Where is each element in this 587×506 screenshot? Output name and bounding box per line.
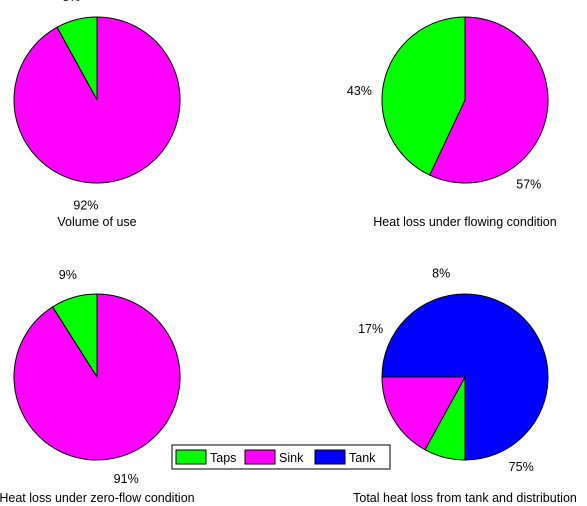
- legend-swatch-sink: [244, 449, 276, 465]
- slice-label: 8%: [432, 267, 450, 281]
- slice-label: 17%: [358, 322, 383, 336]
- pie-title: Volume of use: [57, 215, 136, 229]
- legend-label-taps: Taps: [210, 451, 236, 465]
- pie-slice-sink: [13, 293, 181, 461]
- legend-label-tank: Tank: [349, 451, 376, 465]
- slice-label: 75%: [509, 460, 534, 474]
- pie-chart-4: 8% 17% 75% Total heat loss from tank and di…: [353, 267, 577, 505]
- slice-label: 8%: [62, 0, 80, 4]
- pie-slice-taps: [381, 16, 466, 176]
- slice-label: 9%: [59, 268, 77, 282]
- legend-label-sink: Sink: [279, 451, 304, 465]
- pie-slice-tank: [381, 293, 549, 461]
- slice-label: 57%: [516, 178, 541, 192]
- pie-title: Heat loss under zero-flow condition: [0, 491, 195, 505]
- legend-swatch-tank: [314, 449, 346, 465]
- pie-title: Total heat loss from tank and distributi…: [353, 491, 577, 505]
- slice-label: 92%: [73, 198, 98, 212]
- slice-label: 43%: [347, 84, 372, 98]
- pie-slice-sink: [13, 16, 181, 184]
- slice-label: 91%: [114, 472, 139, 486]
- pie-chart-1: 8% 92% Volume of use: [13, 0, 181, 229]
- legend-swatch-taps: [175, 449, 207, 465]
- legend: Taps Sink Tank: [171, 444, 391, 470]
- pie-slice-sink: [428, 16, 549, 184]
- legend-box: [171, 444, 391, 470]
- pie-title: Heat loss under flowing condition: [373, 215, 556, 229]
- pie-chart-3: 9% 91% Heat loss under zero-flow condition: [0, 268, 195, 505]
- pie-chart-2: 57% 43% Heat loss under flowing condition: [347, 16, 557, 229]
- pie-slice-sink: [381, 376, 466, 451]
